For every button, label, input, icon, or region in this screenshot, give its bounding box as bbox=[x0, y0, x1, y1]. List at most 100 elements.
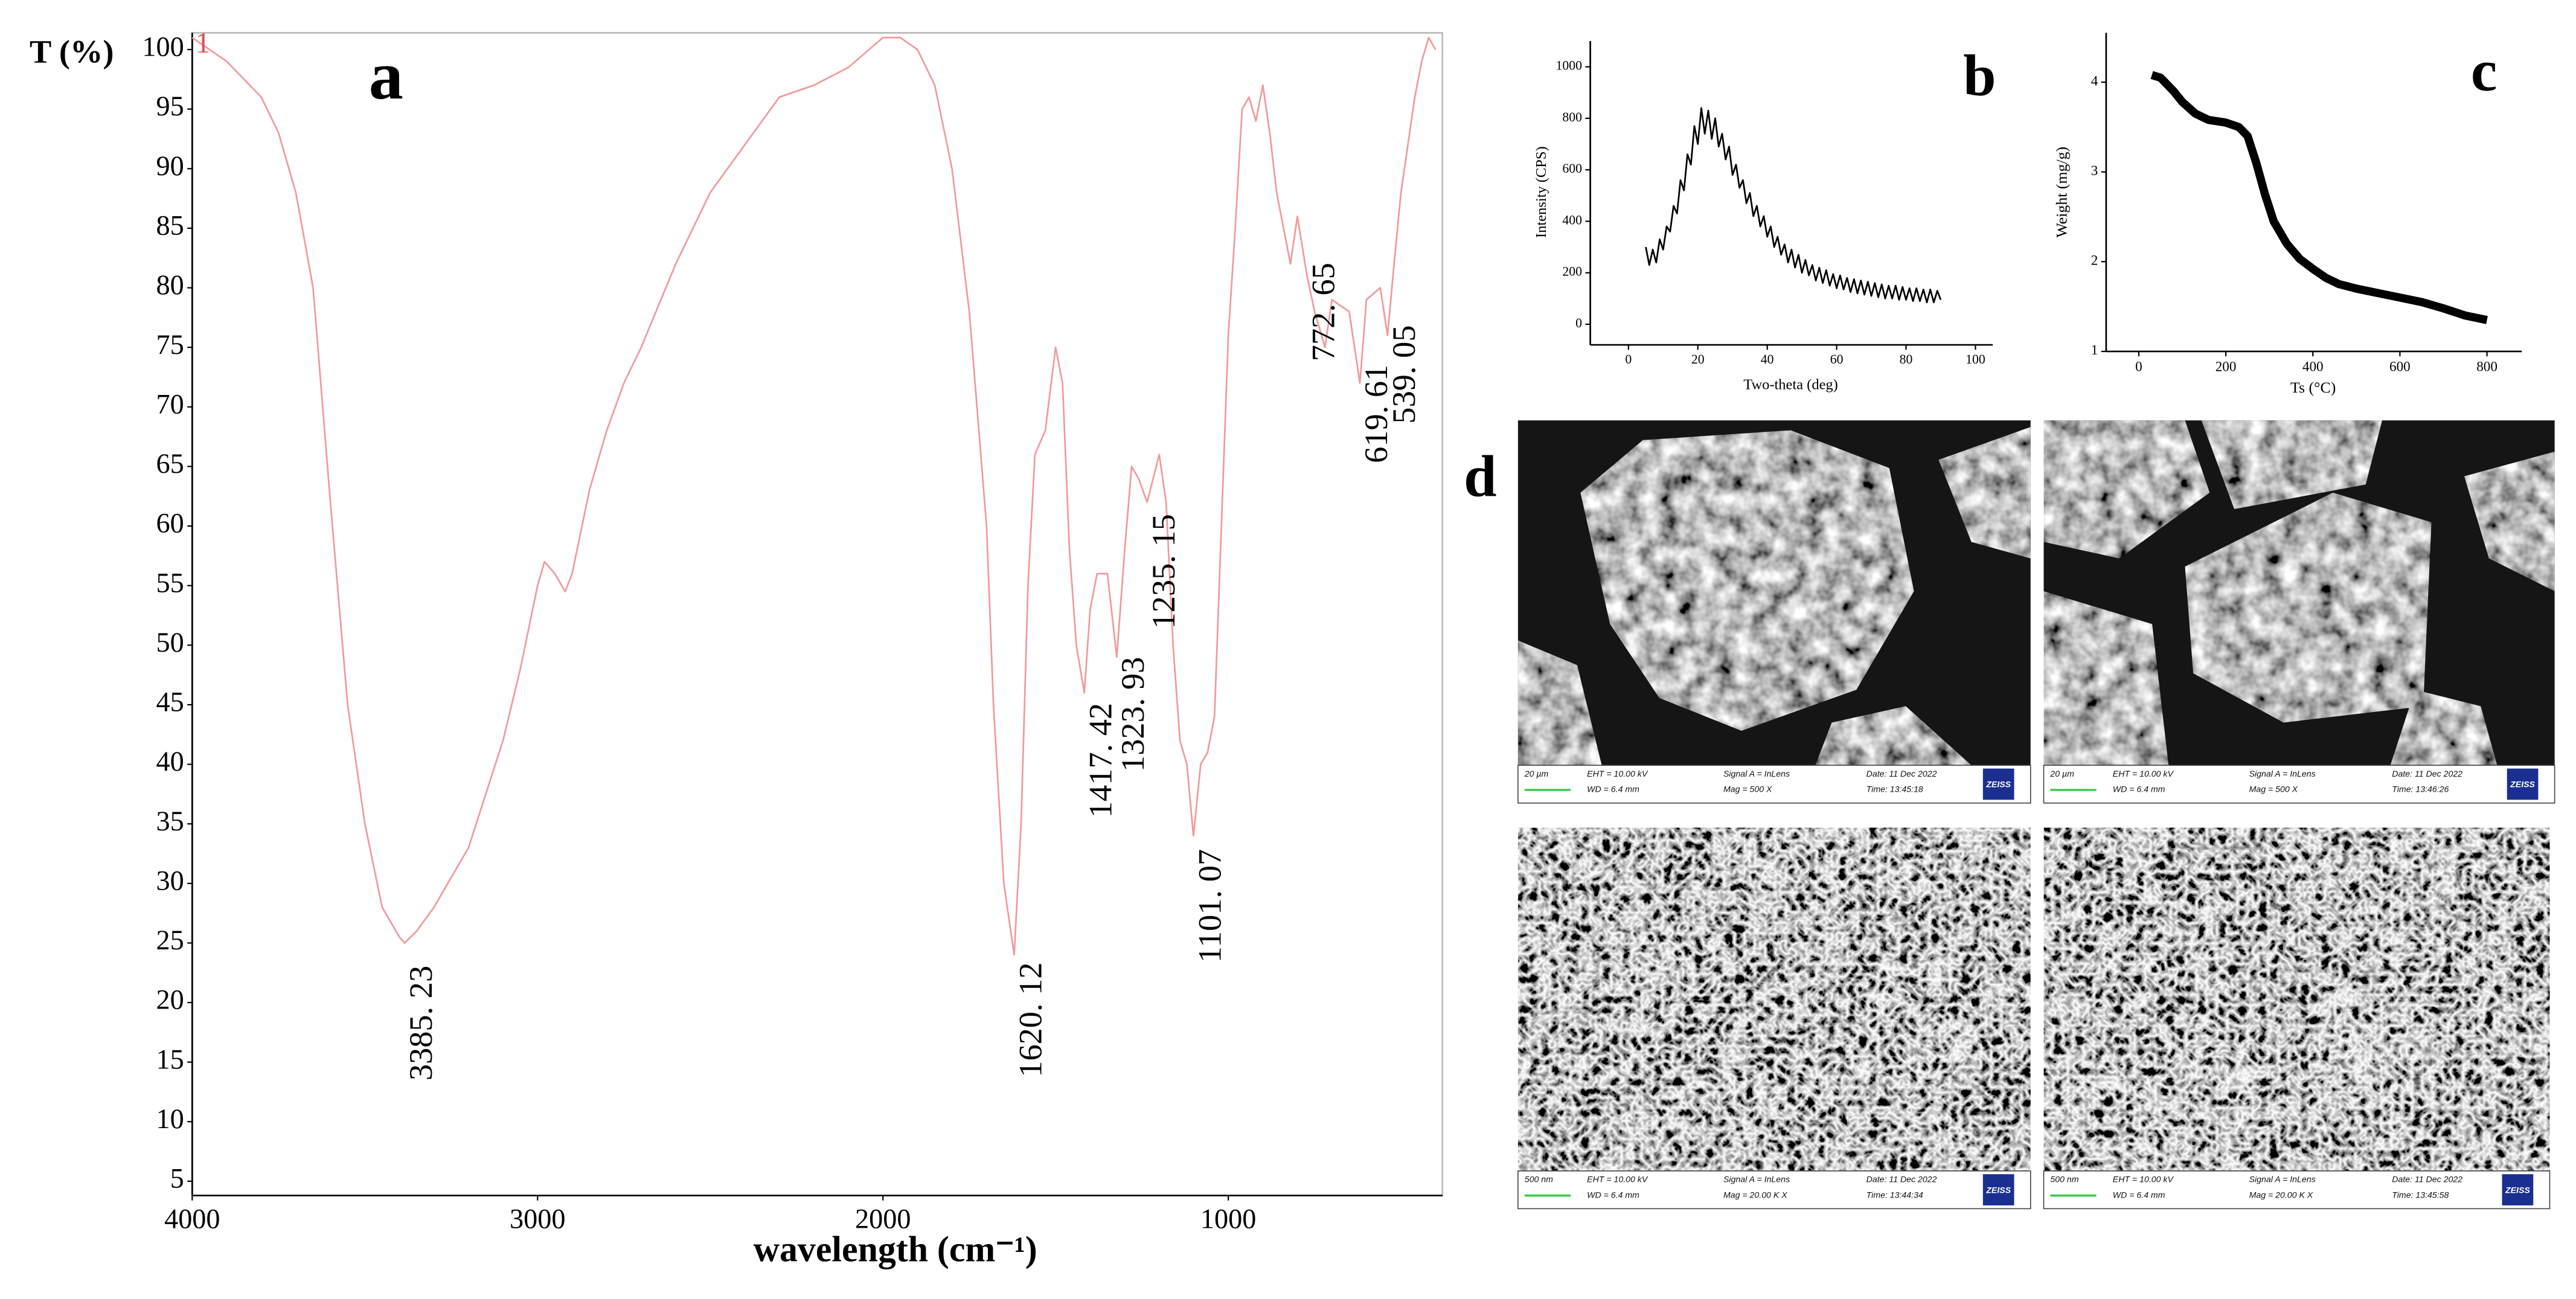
sem-info-text: Time: 13:46:26 bbox=[2392, 784, 2449, 794]
y-axis-label: Weight (mg/g) bbox=[2053, 147, 2071, 238]
sem-image bbox=[2043, 827, 2550, 1171]
x-tick-label: 800 bbox=[2476, 359, 2498, 374]
sem-info-text: Signal A = InLens bbox=[1723, 1175, 1790, 1184]
y-tick-label: 4 bbox=[2091, 73, 2098, 89]
sem-info-bar bbox=[2043, 1170, 2551, 1210]
sem-images: 20 µm EHT = 10.00 kV Signal A = InLens Date… bbox=[1517, 420, 2555, 1210]
y-axis-label: T (%) bbox=[30, 33, 114, 69]
sem-info-text: Mag = 20.00 K X bbox=[2249, 1190, 2313, 1199]
y-tick-label: 100 bbox=[142, 32, 184, 63]
sem-info-text: Mag = 20.00 K X bbox=[1723, 1190, 1787, 1199]
x-tick-label: 400 bbox=[2302, 359, 2324, 374]
y-tick-label: 35 bbox=[156, 806, 184, 837]
sem-logo bbox=[2502, 1174, 2534, 1205]
sem-image bbox=[1517, 827, 2031, 1171]
y-tick-label: 600 bbox=[1562, 161, 1582, 176]
y-tick-label: 400 bbox=[1562, 213, 1582, 227]
y-tick-label: 1000 bbox=[1556, 59, 1582, 73]
peak-label: 1235. 15 bbox=[1145, 514, 1182, 629]
sem-info-text: Time: 13:45:58 bbox=[2392, 1190, 2449, 1199]
y-tick-label: 2 bbox=[2091, 253, 2098, 269]
x-tick-label: 3000 bbox=[510, 1204, 565, 1235]
peak-label: 1417. 42 bbox=[1083, 703, 1119, 818]
panel-label: b bbox=[1963, 43, 1996, 109]
sem-info-bar bbox=[2043, 765, 2555, 804]
data-line bbox=[191, 36, 1437, 956]
peak-label: 1620. 12 bbox=[1013, 963, 1049, 1077]
x-tick-label: 0 bbox=[1625, 352, 1632, 367]
y-tick-label: 1 bbox=[2091, 342, 2098, 358]
sem-logo-text: ZEISS bbox=[2505, 1185, 2530, 1195]
sem-info-text: WD = 6.4 mm bbox=[2113, 1190, 2165, 1199]
sem-info-text: EHT = 10.00 kV bbox=[2113, 769, 2174, 778]
x-tick-label: 0 bbox=[2135, 359, 2142, 374]
sem-info-text: Mag = 500 X bbox=[1723, 784, 1772, 794]
sem-info-text: Date: 11 Dec 2022 bbox=[1866, 1175, 1937, 1184]
y-tick-label: 90 bbox=[156, 151, 184, 182]
sem-logo-text: ZEISS bbox=[1985, 780, 2011, 789]
sem-info-text: Signal A = InLens bbox=[1723, 769, 1790, 778]
legend-entry: 1 bbox=[196, 26, 210, 59]
peak-label: 619. 61 bbox=[1358, 365, 1394, 463]
x-axis-label: Two-theta (deg) bbox=[1743, 376, 1838, 393]
x-tick-label: 200 bbox=[2216, 359, 2237, 374]
sem-info-text: Time: 13:44:34 bbox=[1866, 1190, 1923, 1199]
sem-logo bbox=[1982, 1174, 2014, 1205]
y-tick-label: 15 bbox=[156, 1044, 184, 1075]
panel-label: a bbox=[369, 37, 403, 114]
sem-info-text: EHT = 10.00 kV bbox=[2113, 1175, 2174, 1184]
panel-label: d bbox=[1464, 444, 1496, 509]
sem-info-text: EHT = 10.00 kV bbox=[1587, 769, 1648, 778]
y-tick-label: 95 bbox=[156, 91, 184, 122]
x-tick-label: 80 bbox=[1900, 352, 1913, 367]
sem-info-text: EHT = 10.00 kV bbox=[1587, 1175, 1648, 1184]
sem-info-text: Time: 13:45:18 bbox=[1866, 784, 1923, 794]
y-axis-label: Intensity (CPS) bbox=[1533, 146, 1549, 238]
y-tick-label: 40 bbox=[156, 746, 184, 777]
sem-info-text: Date: 11 Dec 2022 bbox=[2392, 769, 2462, 778]
peak-label: 3385. 23 bbox=[403, 966, 439, 1080]
peak-label: 1101. 07 bbox=[1191, 849, 1228, 963]
x-tick-label: 600 bbox=[2389, 359, 2411, 374]
y-tick-label: 30 bbox=[156, 865, 184, 896]
y-tick-label: 70 bbox=[156, 389, 184, 420]
x-tick-label: 20 bbox=[1691, 352, 1705, 367]
sem-logo-text: ZEISS bbox=[1985, 1185, 2011, 1195]
data-line bbox=[1645, 107, 1942, 304]
y-tick-label: 75 bbox=[156, 330, 184, 361]
sem-info-text: Date: 11 Dec 2022 bbox=[2392, 1175, 2462, 1184]
sem-info-text: 20 µm bbox=[1524, 769, 1549, 778]
y-tick-label: 60 bbox=[156, 508, 184, 539]
peak-label: 539. 05 bbox=[1386, 325, 1422, 423]
x-tick-label: 1000 bbox=[1200, 1204, 1256, 1235]
x-tick-label: 100 bbox=[1966, 352, 1985, 367]
sem-logo bbox=[2507, 768, 2539, 800]
y-tick-label: 65 bbox=[156, 449, 184, 480]
x-tick-label: 2000 bbox=[855, 1204, 911, 1235]
sem-logo-text: ZEISS bbox=[2510, 780, 2535, 789]
sem-info-text: Mag = 500 X bbox=[2249, 784, 2298, 794]
sem-particles bbox=[1517, 427, 2031, 766]
sem-info-bar bbox=[1517, 1170, 2031, 1210]
sem-info-text: 500 nm bbox=[2050, 1175, 2078, 1184]
x-tick-label: 60 bbox=[1830, 352, 1844, 367]
y-tick-label: 200 bbox=[1562, 265, 1582, 279]
x-tick-label: 4000 bbox=[164, 1204, 220, 1235]
sem-info-bar bbox=[1517, 765, 2031, 804]
x-axis-label: Ts (°C) bbox=[2290, 379, 2336, 396]
y-tick-label: 45 bbox=[156, 687, 184, 718]
sem-info-text: WD = 6.4 mm bbox=[1587, 1190, 1639, 1199]
y-tick-label: 25 bbox=[156, 925, 184, 956]
y-tick-label: 3 bbox=[2091, 163, 2098, 179]
sem-particles bbox=[2043, 420, 2555, 766]
y-tick-label: 20 bbox=[156, 985, 184, 1016]
peak-label: 772. 65 bbox=[1305, 263, 1341, 361]
y-tick-label: 10 bbox=[156, 1104, 184, 1135]
sem-info-text: WD = 6.4 mm bbox=[2113, 784, 2165, 794]
sem-info-text: Signal A = InLens bbox=[2249, 769, 2316, 778]
sem-logo bbox=[1982, 768, 2014, 800]
peak-label: 1323. 93 bbox=[1115, 657, 1151, 772]
y-tick-label: 55 bbox=[156, 568, 184, 598]
